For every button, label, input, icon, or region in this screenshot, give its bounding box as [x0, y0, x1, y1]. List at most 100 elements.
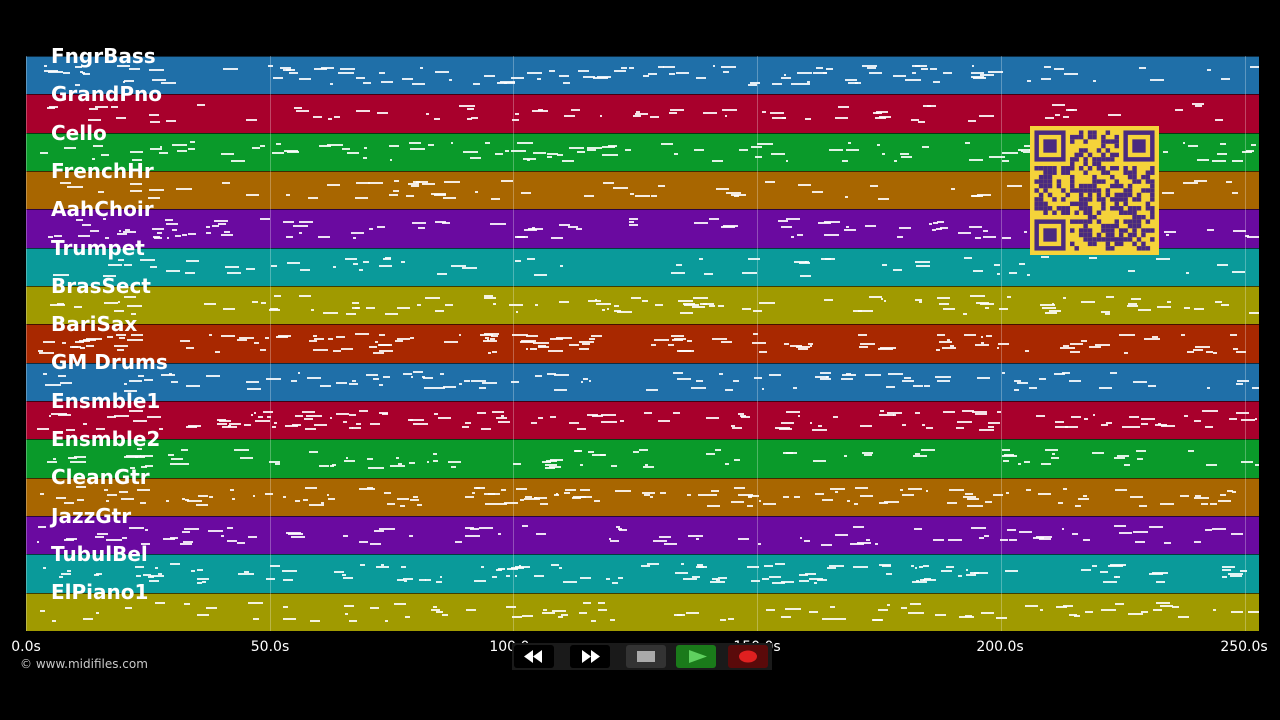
- note: [542, 611, 555, 614]
- note: [1250, 143, 1257, 146]
- note: [914, 527, 922, 530]
- note: [670, 271, 686, 274]
- note: [798, 347, 809, 350]
- note: [360, 563, 366, 566]
- note: [412, 422, 429, 425]
- note: [642, 74, 650, 77]
- note: [44, 65, 48, 68]
- note: [1242, 151, 1252, 154]
- note: [532, 110, 548, 113]
- note: [914, 65, 921, 68]
- note: [341, 573, 346, 576]
- note: [730, 193, 746, 196]
- note: [674, 338, 687, 341]
- note: [269, 308, 279, 311]
- fast-forward-button[interactable]: [570, 645, 610, 668]
- note: [108, 264, 122, 267]
- note: [578, 348, 590, 351]
- note: [135, 574, 141, 577]
- note: [814, 493, 824, 496]
- note: [628, 66, 635, 69]
- note: [384, 256, 391, 259]
- note: [482, 382, 498, 385]
- note: [592, 454, 606, 457]
- note: [330, 83, 334, 86]
- track-label: BariSax: [51, 312, 138, 337]
- note: [639, 449, 648, 452]
- note: [721, 340, 732, 343]
- note: [436, 610, 443, 613]
- note: [272, 425, 277, 428]
- note: [1021, 150, 1024, 153]
- note: [1140, 422, 1149, 425]
- note: [725, 463, 730, 466]
- note: [845, 373, 852, 376]
- note: [395, 457, 399, 460]
- rewind-button[interactable]: [514, 645, 554, 668]
- note: [603, 181, 614, 184]
- note: [629, 220, 634, 223]
- note: [394, 179, 400, 182]
- note: [450, 141, 454, 144]
- note: [646, 388, 659, 391]
- note: [883, 500, 900, 503]
- track-label: Ensmble1: [51, 388, 161, 413]
- note: [390, 464, 405, 467]
- note: [186, 259, 199, 262]
- note: [602, 153, 619, 156]
- note: [1137, 308, 1151, 311]
- note: [961, 409, 974, 412]
- note: [686, 493, 691, 496]
- note: [388, 194, 398, 197]
- note: [533, 574, 544, 577]
- note: [345, 457, 349, 460]
- note: [1040, 463, 1052, 466]
- note: [996, 273, 1000, 276]
- note: [61, 342, 66, 345]
- note: [823, 233, 839, 236]
- note: [405, 194, 415, 197]
- note: [38, 350, 43, 353]
- note: [907, 487, 922, 490]
- note: [687, 535, 704, 538]
- note: [286, 194, 290, 197]
- note: [181, 498, 186, 501]
- note: [1222, 576, 1227, 579]
- note: [1206, 464, 1218, 467]
- note: [165, 270, 180, 273]
- note: [170, 563, 181, 566]
- note: [431, 609, 440, 612]
- note: [1144, 337, 1160, 340]
- note: [497, 81, 507, 84]
- note: [1139, 66, 1146, 69]
- note: [680, 563, 685, 566]
- note: [1230, 574, 1242, 577]
- note: [229, 422, 241, 425]
- note: [45, 383, 61, 386]
- note: [378, 265, 392, 268]
- note: [136, 448, 142, 450]
- note: [856, 541, 871, 544]
- note: [774, 426, 791, 429]
- note: [786, 218, 801, 221]
- note: [176, 149, 187, 152]
- note: [845, 79, 857, 82]
- note: [179, 543, 192, 546]
- record-button[interactable]: [728, 645, 768, 668]
- note: [439, 373, 445, 376]
- note: [312, 334, 318, 337]
- note: [754, 155, 763, 158]
- play-button[interactable]: [676, 645, 716, 668]
- note: [1132, 531, 1148, 534]
- stop-button[interactable]: [626, 645, 666, 668]
- note: [286, 261, 301, 264]
- note: [485, 141, 490, 144]
- note: [57, 303, 65, 306]
- note: [1053, 373, 1065, 376]
- note: [524, 498, 540, 501]
- note: [67, 186, 83, 189]
- note: [1130, 426, 1140, 429]
- track-label: CleanGtr: [51, 465, 150, 490]
- note: [347, 152, 359, 155]
- note: [576, 428, 586, 431]
